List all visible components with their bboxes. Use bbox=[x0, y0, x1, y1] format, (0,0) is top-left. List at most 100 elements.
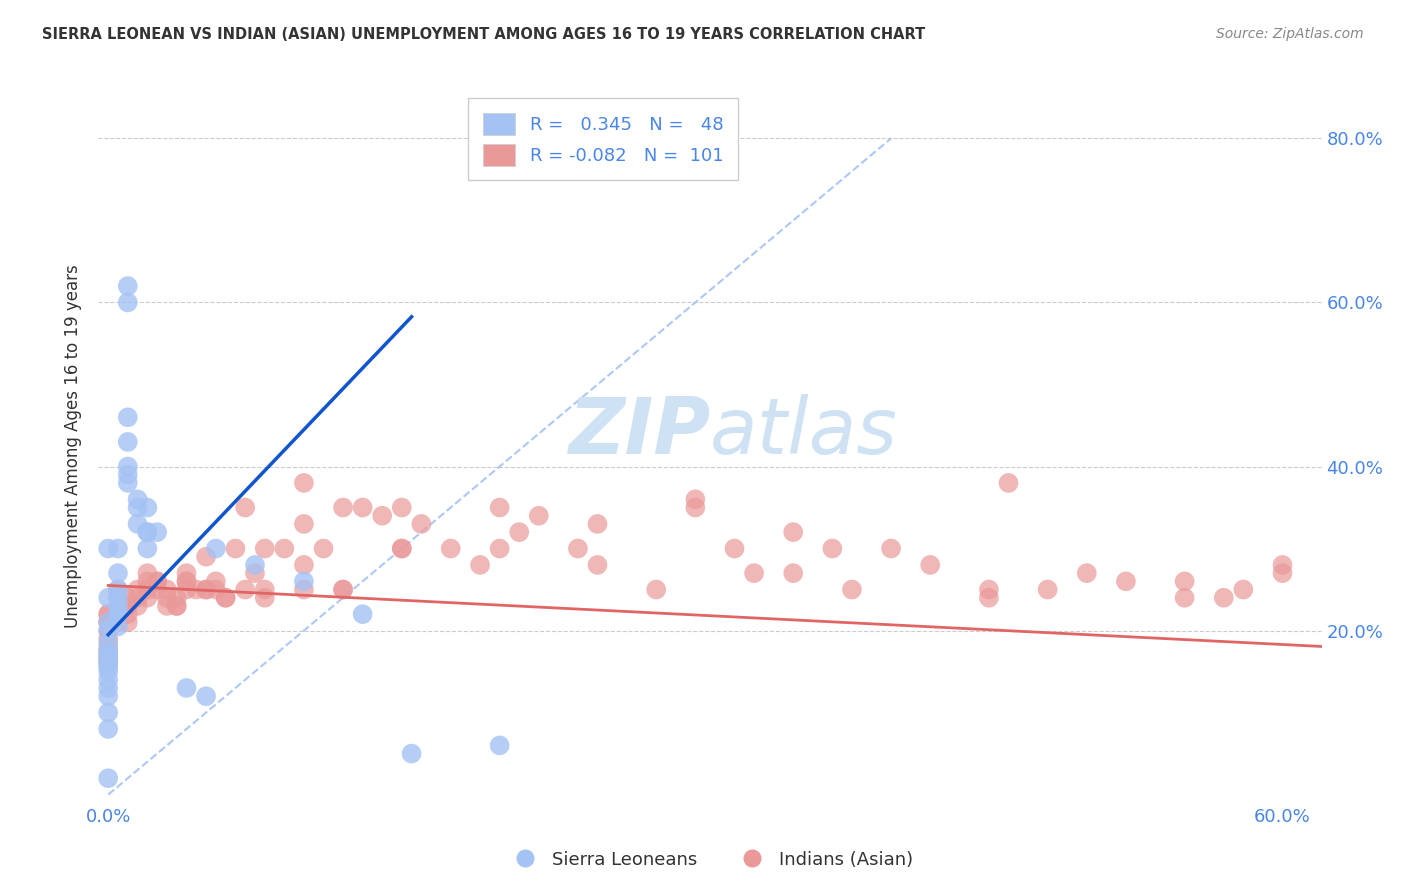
Point bbox=[685, 500, 707, 515]
Point bbox=[97, 660, 120, 674]
Point bbox=[195, 582, 218, 597]
Point bbox=[97, 648, 120, 662]
Point bbox=[107, 619, 129, 633]
Point bbox=[136, 541, 159, 556]
Point bbox=[401, 747, 423, 761]
Point bbox=[214, 591, 236, 605]
Point bbox=[97, 665, 120, 679]
Point bbox=[136, 591, 159, 605]
Point bbox=[723, 541, 745, 556]
Point bbox=[488, 739, 510, 753]
Point bbox=[146, 582, 169, 597]
Text: atlas: atlas bbox=[710, 393, 898, 470]
Point bbox=[127, 516, 149, 531]
Point bbox=[97, 640, 120, 654]
Legend: Sierra Leoneans, Indians (Asian): Sierra Leoneans, Indians (Asian) bbox=[501, 844, 920, 876]
Point bbox=[136, 500, 159, 515]
Point bbox=[127, 582, 149, 597]
Point bbox=[1115, 574, 1137, 589]
Point bbox=[233, 582, 256, 597]
Point bbox=[685, 492, 707, 507]
Point bbox=[997, 475, 1019, 490]
Point bbox=[371, 508, 394, 523]
Point bbox=[176, 574, 198, 589]
Point bbox=[253, 591, 276, 605]
Point bbox=[97, 541, 120, 556]
Point bbox=[117, 607, 139, 622]
Point bbox=[146, 525, 169, 540]
Y-axis label: Unemployment Among Ages 16 to 19 years: Unemployment Among Ages 16 to 19 years bbox=[65, 264, 83, 628]
Point bbox=[205, 574, 228, 589]
Point bbox=[136, 574, 159, 589]
Point bbox=[97, 624, 120, 638]
Point bbox=[97, 657, 120, 671]
Point bbox=[567, 541, 589, 556]
Point bbox=[156, 599, 179, 613]
Point bbox=[233, 500, 256, 515]
Point bbox=[440, 541, 463, 556]
Point bbox=[97, 673, 120, 687]
Point bbox=[117, 615, 139, 630]
Point bbox=[127, 492, 149, 507]
Point bbox=[292, 558, 315, 572]
Point bbox=[117, 434, 139, 449]
Point bbox=[97, 689, 120, 703]
Point bbox=[821, 541, 844, 556]
Point bbox=[292, 475, 315, 490]
Point bbox=[146, 574, 169, 589]
Point bbox=[117, 467, 139, 482]
Point bbox=[1271, 558, 1294, 572]
Point bbox=[488, 500, 510, 515]
Point bbox=[97, 706, 120, 720]
Point bbox=[97, 648, 120, 662]
Point bbox=[312, 541, 335, 556]
Point bbox=[1036, 582, 1059, 597]
Point bbox=[352, 607, 374, 622]
Point bbox=[107, 591, 129, 605]
Point bbox=[332, 500, 354, 515]
Point bbox=[841, 582, 863, 597]
Point bbox=[97, 632, 120, 646]
Point bbox=[166, 599, 188, 613]
Point bbox=[166, 599, 188, 613]
Point bbox=[1174, 591, 1197, 605]
Point bbox=[117, 295, 139, 310]
Point bbox=[880, 541, 903, 556]
Point bbox=[1076, 566, 1098, 581]
Point bbox=[107, 582, 129, 597]
Point bbox=[117, 459, 139, 474]
Point bbox=[176, 566, 198, 581]
Point bbox=[586, 516, 609, 531]
Point bbox=[107, 591, 129, 605]
Text: SIERRA LEONEAN VS INDIAN (ASIAN) UNEMPLOYMENT AMONG AGES 16 TO 19 YEARS CORRELAT: SIERRA LEONEAN VS INDIAN (ASIAN) UNEMPLO… bbox=[42, 27, 925, 42]
Point bbox=[243, 566, 266, 581]
Point bbox=[117, 279, 139, 293]
Point bbox=[253, 582, 276, 597]
Point bbox=[97, 644, 120, 658]
Point bbox=[176, 574, 198, 589]
Point bbox=[117, 475, 139, 490]
Point bbox=[391, 541, 413, 556]
Point bbox=[97, 615, 120, 630]
Point bbox=[742, 566, 765, 581]
Point bbox=[292, 582, 315, 597]
Point bbox=[97, 607, 120, 622]
Point bbox=[977, 582, 1000, 597]
Point bbox=[1232, 582, 1254, 597]
Point bbox=[97, 652, 120, 666]
Point bbox=[176, 582, 198, 597]
Point bbox=[136, 525, 159, 540]
Point bbox=[97, 657, 120, 671]
Point bbox=[243, 558, 266, 572]
Point bbox=[97, 681, 120, 695]
Point bbox=[107, 599, 129, 613]
Point bbox=[332, 582, 354, 597]
Point bbox=[97, 644, 120, 658]
Point bbox=[156, 582, 179, 597]
Point bbox=[920, 558, 942, 572]
Point bbox=[107, 582, 129, 597]
Point bbox=[205, 541, 228, 556]
Point bbox=[645, 582, 668, 597]
Point bbox=[214, 591, 236, 605]
Point bbox=[224, 541, 246, 556]
